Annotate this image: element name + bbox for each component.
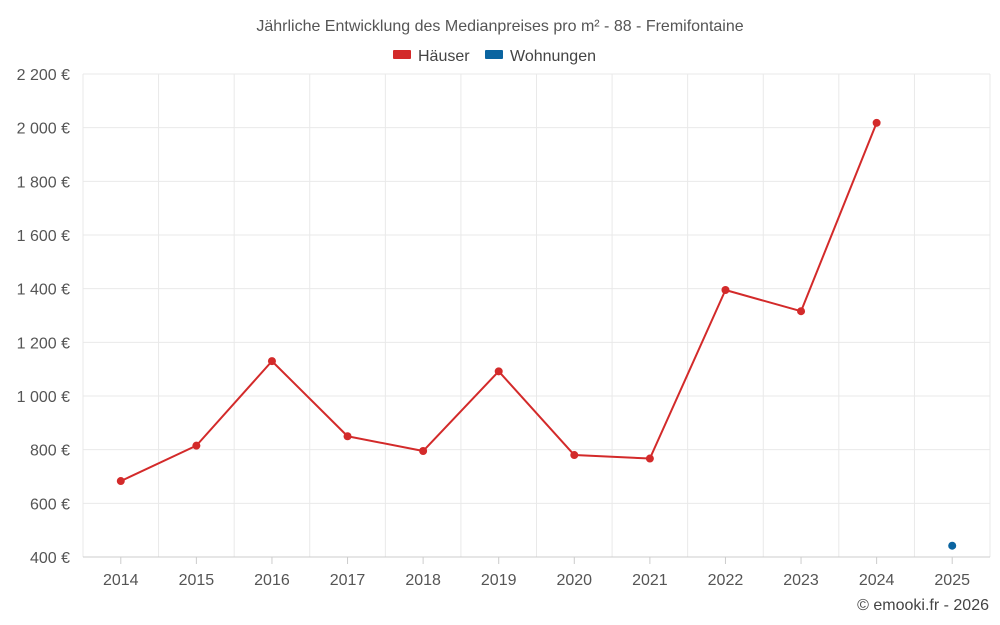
y-tick-label: 1 000 € bbox=[17, 389, 70, 406]
series bbox=[116, 118, 957, 550]
y-tick-label: 1 800 € bbox=[17, 174, 70, 191]
y-tick-label: 1 200 € bbox=[17, 335, 70, 352]
x-tick-label: 2022 bbox=[708, 572, 744, 589]
data-point-haeuser[interactable] bbox=[645, 454, 654, 463]
y-tick-label: 600 € bbox=[30, 496, 70, 513]
legend-swatch-wohnungen bbox=[485, 50, 503, 59]
y-tick-label: 1 600 € bbox=[17, 228, 70, 245]
data-point-haeuser[interactable] bbox=[872, 118, 881, 127]
legend: Häuser Wohnungen bbox=[393, 48, 596, 65]
data-point-haeuser[interactable] bbox=[267, 357, 276, 366]
x-tick-label: 2025 bbox=[934, 572, 970, 589]
y-tick-label: 800 € bbox=[30, 443, 70, 460]
y-tick-label: 2 000 € bbox=[17, 121, 70, 138]
x-tick-label: 2016 bbox=[254, 572, 290, 589]
x-tick-label: 2020 bbox=[556, 572, 592, 589]
data-point-haeuser[interactable] bbox=[419, 447, 428, 456]
data-point-haeuser[interactable] bbox=[494, 367, 503, 376]
x-tick-label: 2014 bbox=[103, 572, 139, 589]
x-tick-label: 2018 bbox=[405, 572, 441, 589]
credit-text: © emooki.fr - 2026 bbox=[857, 597, 989, 614]
x-tick-label: 2017 bbox=[330, 572, 366, 589]
data-point-wohnungen[interactable] bbox=[948, 541, 957, 550]
data-point-haeuser[interactable] bbox=[721, 286, 730, 295]
data-point-haeuser[interactable] bbox=[343, 432, 352, 441]
x-tick-label: 2019 bbox=[481, 572, 517, 589]
data-point-haeuser[interactable] bbox=[192, 441, 201, 450]
grid bbox=[82, 73, 991, 557]
legend-item-haeuser[interactable]: Häuser bbox=[393, 48, 470, 65]
x-tick-label: 2015 bbox=[179, 572, 215, 589]
data-point-haeuser[interactable] bbox=[797, 307, 806, 316]
y-tick-label: 1 400 € bbox=[17, 282, 70, 299]
legend-item-wohnungen[interactable]: Wohnungen bbox=[485, 48, 596, 65]
x-tick-label: 2024 bbox=[859, 572, 895, 589]
y-tick-label: 400 € bbox=[30, 550, 70, 567]
y-tick-label: 2 200 € bbox=[17, 67, 70, 84]
x-tick-label: 2023 bbox=[783, 572, 819, 589]
legend-swatch-haeuser bbox=[393, 50, 411, 59]
data-point-haeuser[interactable] bbox=[570, 451, 579, 460]
axes: 400 € 600 € 800 € 1 000 € 1 200 € 1 400 € 1 60… bbox=[17, 67, 990, 589]
x-tick-label: 2021 bbox=[632, 572, 668, 589]
legend-label-wohnungen: Wohnungen bbox=[510, 48, 596, 65]
data-point-haeuser[interactable] bbox=[116, 477, 125, 486]
chart-title: Jährliche Entwicklung des Medianpreises … bbox=[256, 18, 743, 35]
legend-label-haeuser: Häuser bbox=[418, 48, 470, 65]
